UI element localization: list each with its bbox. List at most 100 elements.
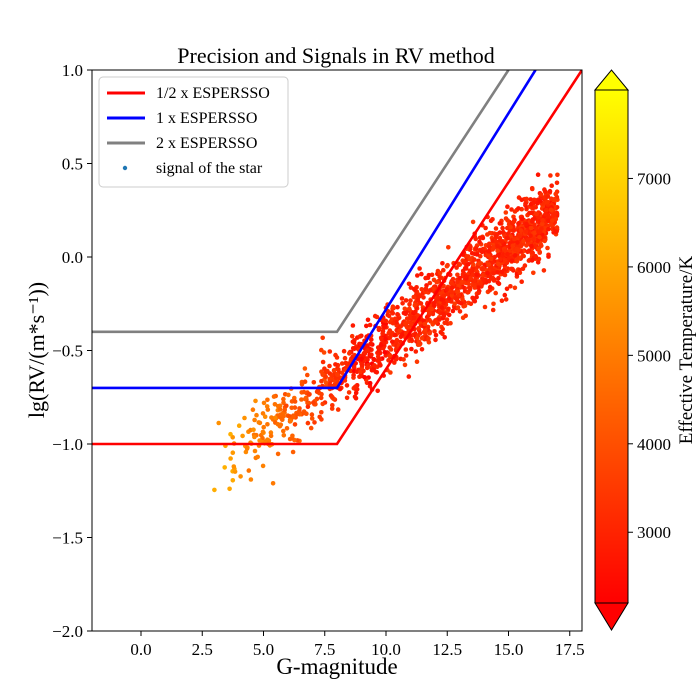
star-point	[553, 229, 559, 234]
star-point	[212, 487, 217, 493]
star-point	[487, 241, 492, 247]
star-point	[387, 353, 393, 358]
x-tick-label: 0.0	[130, 640, 151, 659]
star-point	[289, 405, 295, 411]
star-point	[306, 392, 312, 397]
star-point	[498, 257, 503, 262]
x-tick-label: 2.5	[192, 640, 213, 659]
star-point	[311, 380, 317, 385]
star-point	[362, 375, 367, 380]
star-point	[246, 468, 252, 473]
star-point	[504, 235, 510, 240]
legend: 1/2 x ESPERSSO 1 x ESPERSSO 2 x ESPERSSO…	[98, 76, 289, 188]
star-point	[554, 225, 560, 230]
star-point	[538, 192, 544, 197]
star-point	[533, 253, 538, 259]
star-point	[525, 237, 531, 243]
star-point	[382, 350, 388, 355]
star-point	[380, 331, 385, 336]
star-point	[305, 420, 311, 426]
star-point	[457, 275, 462, 281]
star-point	[426, 339, 432, 345]
star-point	[260, 429, 266, 435]
star-point	[254, 412, 259, 418]
star-point	[426, 336, 431, 341]
legend-label-two: 2 x ESPERSSO	[156, 135, 257, 152]
star-point	[312, 420, 317, 425]
star-point	[430, 322, 436, 327]
star-point	[357, 334, 363, 339]
colorbar-ticks: 3000 4000 5000 6000 7000	[628, 169, 671, 542]
star-point	[327, 376, 333, 382]
star-point	[256, 420, 262, 425]
star-point	[383, 336, 389, 342]
star-point	[478, 280, 483, 286]
star-point	[545, 245, 550, 251]
star-point	[251, 427, 256, 433]
star-point	[352, 394, 358, 400]
two-espersso-line	[92, 70, 510, 334]
star-point	[343, 360, 349, 366]
star-point	[549, 183, 554, 188]
star-point	[529, 210, 535, 215]
star-point	[548, 207, 554, 213]
star-point	[435, 279, 440, 285]
star-point	[508, 284, 513, 289]
colorbar-tick-label: 6000	[637, 258, 671, 277]
star-point	[388, 347, 394, 352]
star-point	[439, 297, 445, 302]
star-point	[413, 349, 419, 354]
star-point	[500, 225, 505, 231]
star-point	[467, 268, 473, 274]
star-point	[402, 306, 408, 312]
star-point	[305, 404, 311, 410]
star-point	[227, 486, 232, 492]
star-point	[535, 172, 541, 177]
star-point	[419, 271, 424, 277]
star-point	[395, 312, 400, 317]
star-point	[412, 315, 417, 321]
star-point	[462, 259, 467, 265]
star-point	[268, 433, 274, 439]
star-point	[493, 290, 499, 296]
star-point	[519, 197, 524, 203]
star-point	[486, 253, 491, 258]
star-point	[460, 296, 465, 302]
star-point	[278, 412, 283, 417]
star-point	[320, 359, 326, 365]
star-point	[252, 434, 257, 440]
star-point	[416, 326, 421, 331]
star-point	[417, 266, 422, 271]
star-point	[265, 422, 270, 427]
x-tick-label: 12.5	[432, 640, 462, 659]
star-point	[395, 304, 400, 310]
x-tick-label: 7.5	[314, 640, 335, 659]
star-point	[411, 294, 417, 300]
star-point	[426, 272, 432, 278]
star-point	[275, 422, 281, 427]
star-point	[354, 369, 360, 375]
star-point	[490, 307, 496, 313]
star-point	[517, 233, 522, 239]
star-point	[372, 363, 377, 368]
star-point	[446, 296, 452, 301]
star-point	[337, 386, 343, 392]
colorbar-tick-label: 4000	[637, 435, 671, 454]
one-espersso-line	[92, 70, 537, 390]
star-point	[466, 261, 471, 267]
star-point	[528, 197, 533, 202]
star-point	[441, 300, 447, 306]
star-point	[367, 322, 373, 328]
star-point	[406, 374, 412, 379]
star-point	[504, 286, 510, 292]
star-point	[344, 395, 350, 401]
star-point	[528, 233, 533, 239]
star-point	[422, 321, 428, 327]
x-tick-label: 10.0	[371, 640, 401, 659]
star-point	[548, 173, 553, 178]
star-point	[535, 260, 541, 265]
star-point	[478, 261, 484, 266]
star-point	[509, 207, 514, 212]
legend-label-half: 1/2 x ESPERSSO	[156, 85, 270, 102]
star-point	[444, 263, 450, 269]
